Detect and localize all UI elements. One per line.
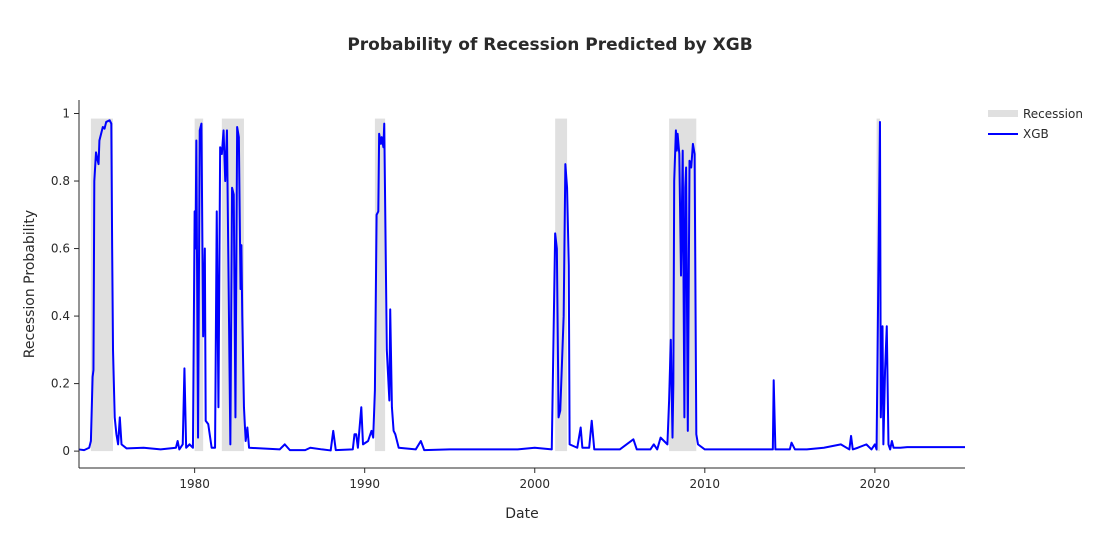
x-tick-label: 1980 (179, 477, 210, 491)
y-tick-label: 0.8 (51, 174, 70, 188)
legend: Recession XGB (988, 107, 1083, 141)
x-tick-label: 2020 (860, 477, 891, 491)
recession-shading (90, 118, 880, 452)
legend-swatch-recession (988, 110, 1018, 117)
axes (78, 100, 965, 469)
x-ticks: 1980 1990 2000 2010 2020 (179, 468, 890, 491)
legend-item-recession[interactable]: Recession (988, 107, 1083, 121)
x-tick-label: 1990 (349, 477, 380, 491)
legend-item-xgb[interactable]: XGB (988, 127, 1049, 141)
y-tick-label: 0.6 (51, 242, 70, 256)
y-tick-label: 0 (62, 444, 70, 458)
chart-title: Probability of Recession Predicted by XG… (347, 35, 752, 55)
recession-band-4 (374, 118, 386, 452)
x-axis-title: Date (505, 506, 538, 522)
y-tick-label: 1 (62, 107, 70, 121)
x-tick-label: 2010 (690, 477, 721, 491)
y-tick-label: 0.4 (51, 309, 70, 323)
y-ticks: 0 0.2 0.4 0.6 0.8 1 (51, 107, 79, 458)
y-tick-label: 0.2 (51, 377, 70, 391)
legend-label-recession: Recession (1023, 107, 1083, 121)
legend-label-xgb: XGB (1023, 127, 1049, 141)
recession-band-5 (555, 118, 568, 452)
series-lines (78, 119, 965, 452)
y-axis-title: Recession Probability (22, 210, 38, 358)
recession-band-1 (90, 118, 114, 452)
series-line-xgb (78, 119, 965, 452)
x-tick-label: 2000 (519, 477, 550, 491)
